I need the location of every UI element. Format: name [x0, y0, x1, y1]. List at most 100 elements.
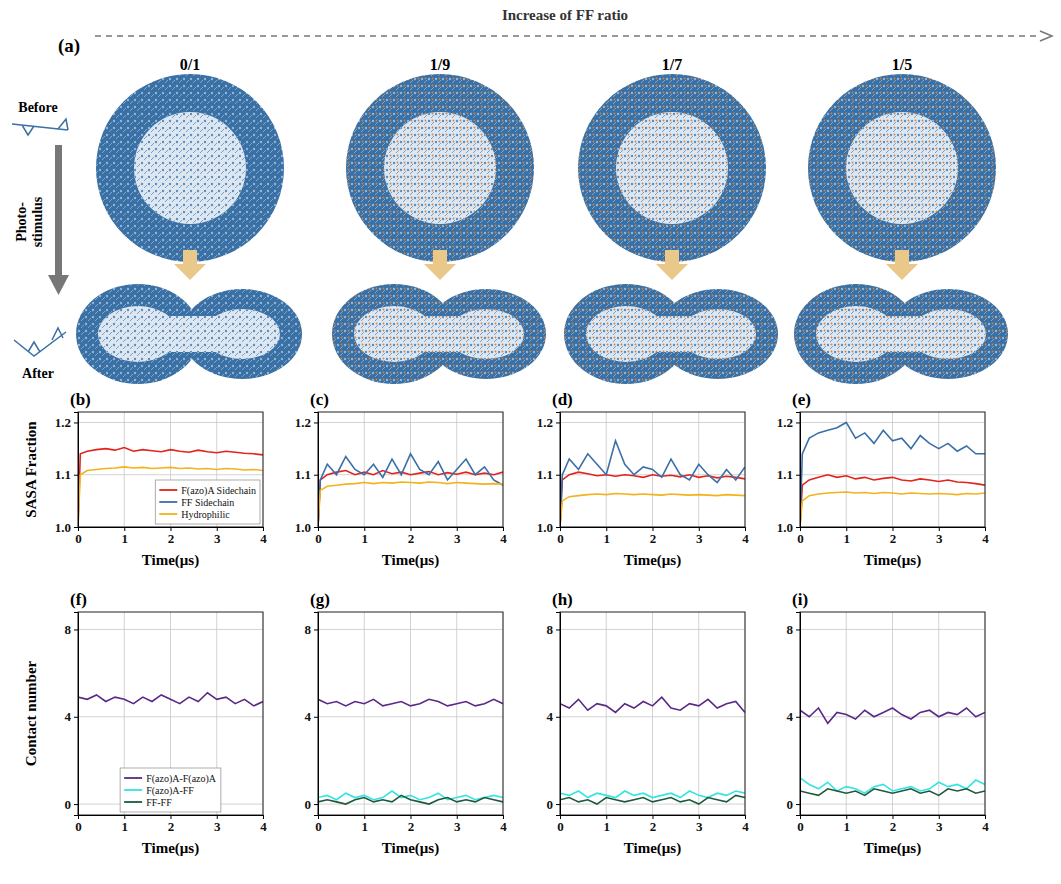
y-tick-label: 4 [65, 709, 72, 724]
y-tick-mark [314, 717, 318, 718]
plot-frame [318, 612, 503, 815]
series-line [560, 791, 745, 798]
grid-line-y [78, 422, 263, 423]
x-axis: 01234 [557, 527, 749, 546]
series-group [560, 697, 745, 804]
legend-label: F(azo)A-F(azo)A [146, 773, 217, 785]
x-tick: 4 [260, 815, 267, 834]
x-tick-label: 1 [362, 819, 369, 834]
grid-line-y [318, 629, 503, 630]
grid-line-x [410, 612, 411, 815]
y-axis-title: Contact number [23, 660, 39, 766]
y-tick: 4 [787, 709, 801, 724]
grid-line-x [364, 412, 365, 527]
y-tick: 1.0 [55, 520, 78, 535]
panel-a: Increase of FF ratio(a)0/11/91/71/5Befor… [12, 7, 1052, 384]
y-tick: 1.2 [295, 415, 318, 430]
x-tick-label: 1 [122, 819, 129, 834]
y-axis-line [74, 413, 79, 528]
x-tick-label: 2 [650, 531, 657, 546]
y-axis-line [314, 413, 319, 528]
series-line [560, 441, 745, 527]
series-line [560, 795, 745, 804]
y-axis-line [74, 613, 79, 816]
y-tick: 1.1 [777, 467, 800, 482]
x-tick: 0 [557, 527, 564, 546]
x-tick-label: 2 [168, 531, 175, 546]
x-tick: 2 [408, 527, 415, 546]
legend-swatch [124, 777, 142, 779]
x-tick: 4 [982, 527, 989, 546]
grid-line-x [892, 612, 893, 815]
y-tick-label: 0 [305, 797, 312, 812]
legend-swatch [159, 501, 177, 503]
legend-label: F(azo)A-FF [146, 785, 194, 797]
transform-arrow [656, 250, 688, 280]
x-tick: 0 [75, 527, 82, 546]
y-axis: 048 [787, 613, 801, 816]
legend-swatch [159, 513, 177, 515]
series-line [318, 482, 503, 527]
grid-line-y [800, 629, 985, 630]
grid-line-x [456, 612, 457, 815]
x-axis: 01234 [315, 815, 507, 834]
grid-line-y [800, 716, 985, 717]
panel-label: (b) [70, 390, 91, 409]
grid-line-x [698, 412, 699, 527]
x-tick-label: 2 [650, 819, 657, 834]
x-axis-title: Time(μs) [624, 552, 681, 569]
legend: F(azo)A SidechainFF SidechainHydrophilic [155, 480, 260, 524]
x-tick: 2 [650, 815, 657, 834]
y-tick-label: 8 [787, 622, 794, 637]
plot-background [560, 412, 745, 527]
ratio-label: 1/7 [662, 56, 682, 73]
y-tick-label: 1.0 [295, 520, 311, 535]
y-axis: 048 [547, 613, 561, 816]
series-line [78, 467, 263, 527]
y-tick-label: 4 [305, 709, 312, 724]
y-axis: 048 [65, 613, 79, 816]
stimulus-arrow-head [48, 275, 69, 295]
x-tick: 2 [168, 815, 175, 834]
y-tick: 0 [547, 797, 561, 812]
plot-frame [560, 412, 745, 527]
series-group [78, 448, 263, 527]
y-tick: 8 [787, 622, 801, 637]
series-group [800, 422, 985, 527]
x-tick: 1 [362, 527, 369, 546]
y-tick-label: 8 [547, 622, 554, 637]
x-tick: 1 [122, 815, 129, 834]
legend: F(azo)A-F(azo)AF(azo)A-FFFF-FF [120, 768, 221, 812]
ratio-label: 1/5 [892, 56, 912, 73]
x-tick-label: 2 [890, 819, 897, 834]
x-tick: 3 [214, 815, 221, 834]
stimulus-line: stimulus [30, 196, 45, 247]
vesicle-core [384, 112, 496, 224]
stimulus-arrow [55, 145, 62, 275]
plot-background [318, 612, 503, 815]
plot-frame [560, 612, 745, 815]
y-tick-label: 4 [787, 709, 794, 724]
panel-label: (h) [552, 590, 573, 609]
legend-box [155, 480, 260, 524]
y-tick: 0 [65, 797, 79, 812]
trend-arrow-head [1040, 31, 1052, 41]
y-tick-mark [74, 629, 78, 630]
x-axis-title: Time(μs) [864, 840, 921, 857]
series-line [800, 422, 985, 527]
x-axis: 01234 [797, 527, 989, 546]
series-line [800, 492, 985, 527]
x-tick: 3 [454, 815, 461, 834]
x-tick-label: 0 [557, 531, 564, 546]
y-tick-mark [74, 804, 78, 805]
grid-line-y [560, 804, 745, 805]
y-tick-mark [314, 527, 318, 528]
grid-line-x [892, 412, 893, 527]
series-line [318, 454, 503, 527]
grid-line-x [606, 612, 607, 815]
grid-line-y [78, 629, 263, 630]
x-tick-label: 2 [408, 531, 415, 546]
y-tick-mark [796, 527, 800, 528]
chart: 01234048Time(μs)Contact number(f)F(azo)A… [23, 590, 267, 857]
vesicle-core [134, 112, 246, 224]
